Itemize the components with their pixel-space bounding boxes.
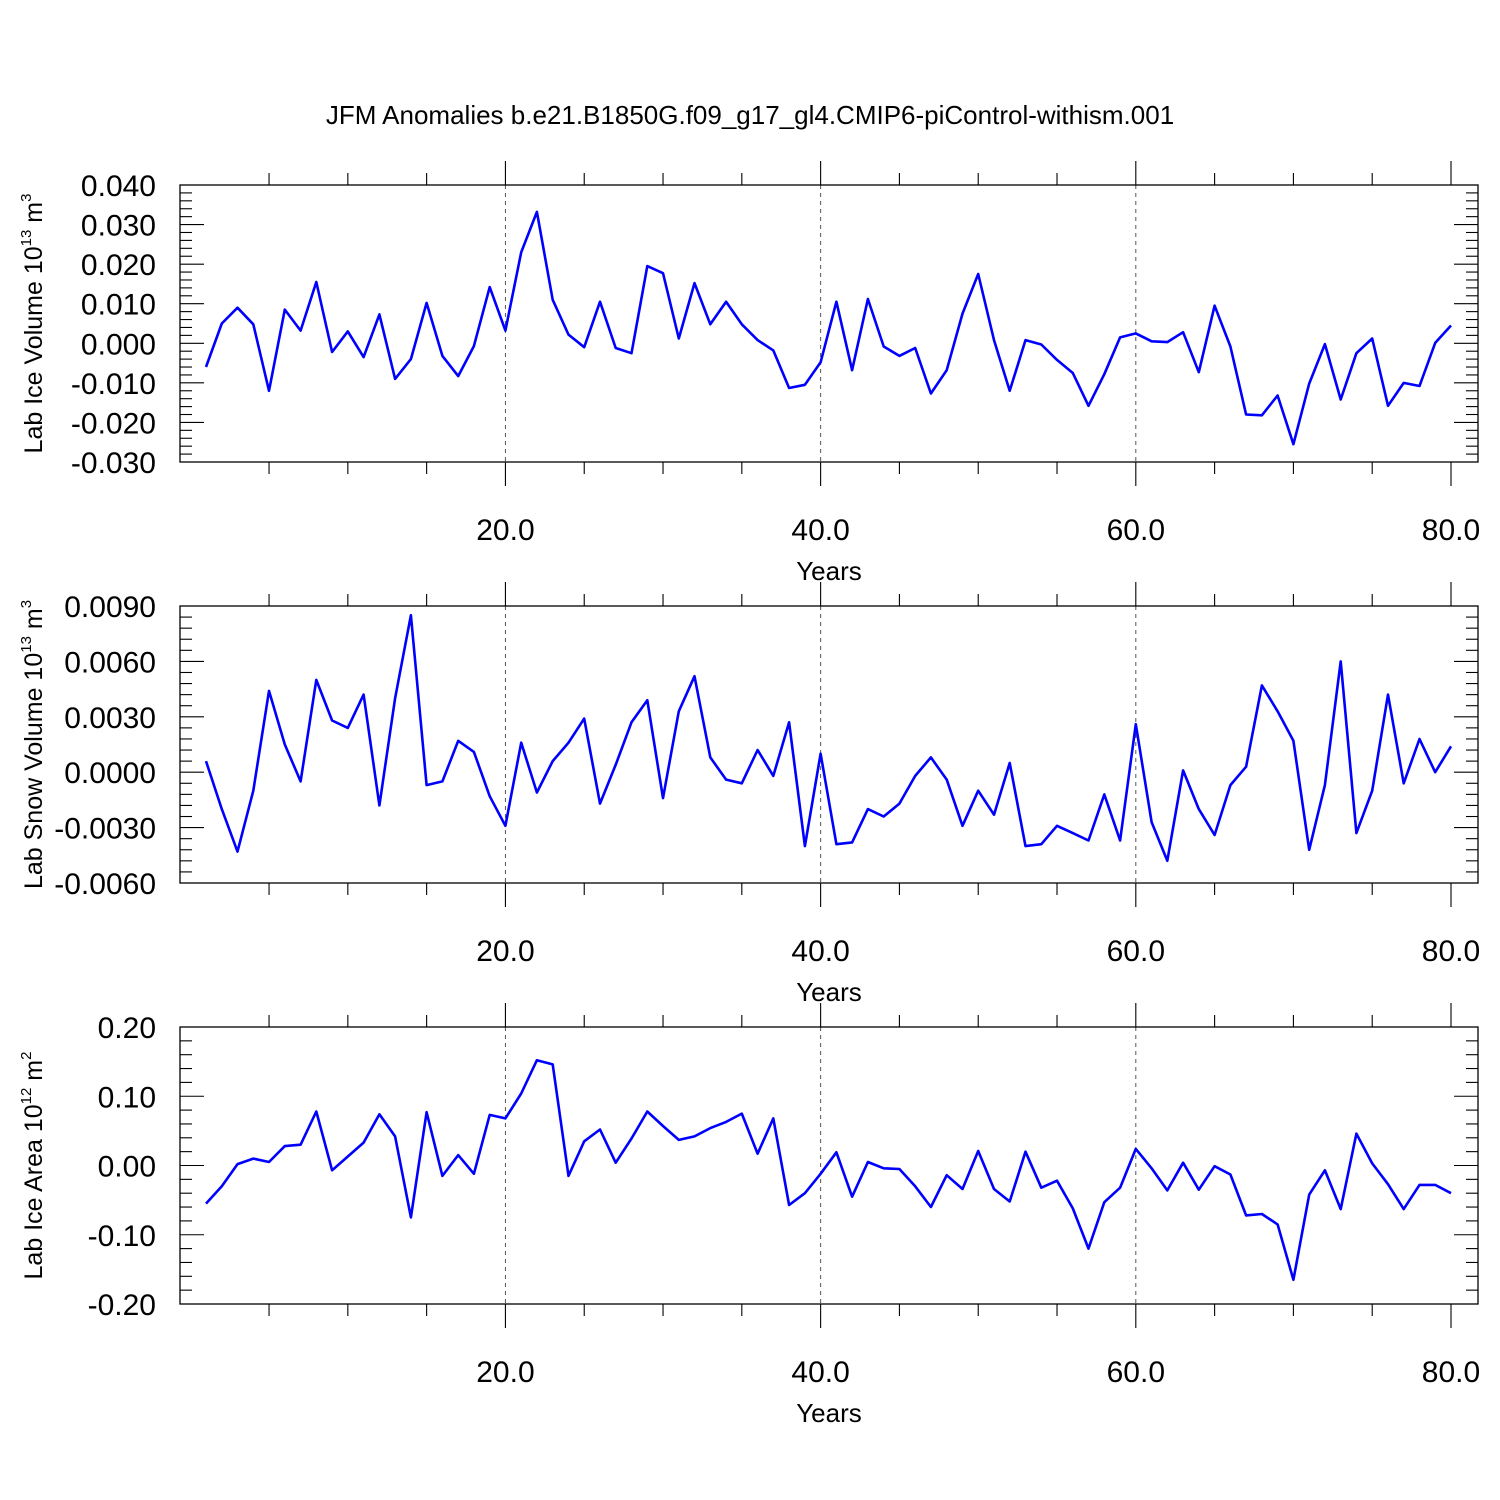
x-tick-label: 60.0 <box>1107 935 1165 968</box>
y-tick-label: -0.0030 <box>54 813 156 846</box>
plot-frame <box>179 184 1479 463</box>
y-tick-label: -0.010 <box>71 368 156 401</box>
x-tick-label: 40.0 <box>791 514 849 547</box>
y-tick-label: 0.20 <box>98 1012 156 1045</box>
y-tick-label: 0.010 <box>81 289 156 322</box>
x-axis-label: Years <box>796 556 862 586</box>
y-tick-label: -0.020 <box>71 407 156 440</box>
plot-frame <box>179 1026 1479 1305</box>
y-tick-label: 0.040 <box>81 170 156 203</box>
x-tick-label: 20.0 <box>476 935 534 968</box>
y-axis-label: Lab Ice Area 1012 m2 <box>18 1052 48 1280</box>
x-tick-label: 80.0 <box>1422 935 1480 968</box>
series-line-ice-area <box>205 1058 1452 1282</box>
plot-frame <box>179 605 1479 884</box>
x-tick-label: 20.0 <box>476 514 534 547</box>
x-tick-label: 60.0 <box>1107 514 1165 547</box>
x-tick-label: 40.0 <box>791 1356 849 1389</box>
x-axis-label: Years <box>796 977 862 1007</box>
panel-ice-volume: -0.030 -0.020 -0.010 0.000 0.010 0.020 0.030 0.… <box>18 161 1480 586</box>
y-tick-label: -0.030 <box>71 447 156 480</box>
panel-ice-area: -0.20 -0.10 0.00 0.10 0.20 20.0 40.0 60.0 80.0 Ye… <box>18 1003 1480 1428</box>
x-tick-label: 80.0 <box>1422 1356 1480 1389</box>
y-tick-label: 0.0030 <box>64 702 156 735</box>
y-tick-label: 0.0090 <box>64 591 156 624</box>
x-tick-label: 40.0 <box>791 935 849 968</box>
x-axis-label: Years <box>796 1398 862 1428</box>
series-line-snow-volume <box>204 613 1453 863</box>
series-line-ice-volume <box>204 210 1452 446</box>
y-axis-label: Lab Ice Volume 1013 m3 <box>18 194 48 454</box>
y-tick-label: 0.10 <box>98 1081 156 1114</box>
figure-title: JFM Anomalies b.e21.B1850G.f09_g17_gl4.C… <box>326 100 1174 130</box>
y-tick-label: 0.000 <box>81 328 156 361</box>
y-tick-label: 0.020 <box>81 249 156 282</box>
panel-snow-volume: -0.0060 -0.0030 0.0000 0.0030 0.0060 0.0090 20… <box>18 582 1480 1007</box>
panels-container: -0.030 -0.020 -0.010 0.000 0.010 0.020 0.030 0.… <box>18 161 1480 1428</box>
x-tick-label: 20.0 <box>476 1356 534 1389</box>
y-axis-label: Lab Snow Volume 1013 m3 <box>18 600 48 889</box>
y-tick-label: -0.20 <box>88 1289 156 1322</box>
y-tick-label: 0.0000 <box>64 757 156 790</box>
y-tick-label: -0.10 <box>88 1220 156 1253</box>
y-tick-label: 0.0060 <box>64 646 156 679</box>
y-tick-label: 0.030 <box>81 210 156 243</box>
x-tick-label: 60.0 <box>1107 1356 1165 1389</box>
y-tick-label: 0.00 <box>98 1151 156 1184</box>
y-tick-label: -0.0060 <box>54 868 156 901</box>
x-tick-label: 80.0 <box>1422 514 1480 547</box>
